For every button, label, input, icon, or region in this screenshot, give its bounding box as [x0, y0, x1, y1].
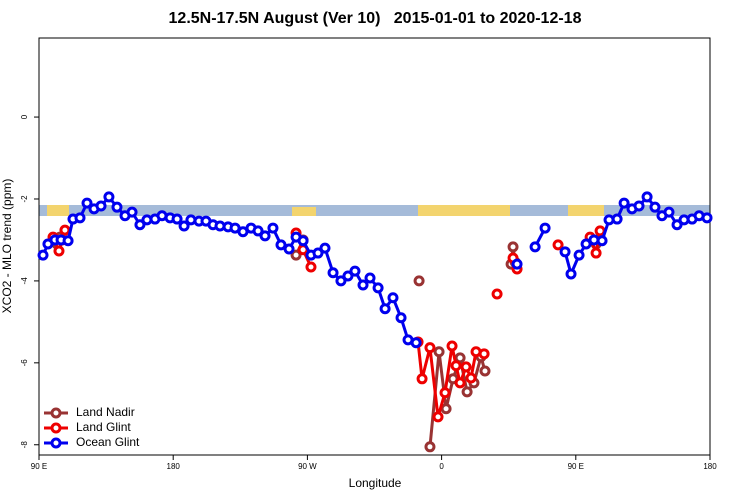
x-tick-label: 90 W — [298, 462, 317, 471]
point — [573, 249, 585, 261]
point — [446, 340, 458, 352]
point — [461, 386, 473, 398]
legend-marker — [50, 437, 62, 449]
point — [395, 312, 407, 324]
point — [491, 288, 503, 300]
legend-label: Ocean Glint — [76, 435, 140, 449]
point — [552, 239, 564, 251]
point — [81, 197, 93, 209]
point — [275, 239, 287, 251]
point — [478, 348, 490, 360]
point — [633, 200, 645, 212]
point — [59, 224, 71, 236]
point — [433, 346, 445, 358]
plot-frame — [38, 37, 711, 456]
point — [305, 261, 317, 273]
legend-marker — [50, 407, 62, 419]
point — [134, 219, 146, 231]
point — [539, 222, 551, 234]
point — [432, 411, 444, 423]
point — [416, 373, 428, 385]
y-tick-label: -4 — [20, 277, 29, 285]
legend-label: Land Glint — [76, 420, 131, 434]
chart-title: 12.5N-17.5N August (Ver 10) 2015-01-01 t… — [169, 10, 582, 27]
point — [663, 206, 675, 218]
point — [357, 279, 369, 291]
land-patch — [292, 207, 316, 216]
y-tick-label: 0 — [20, 114, 29, 119]
point — [479, 365, 491, 377]
x-tick-label: 180 — [703, 462, 717, 471]
point — [590, 247, 602, 259]
surface-band — [39, 205, 710, 216]
point — [312, 247, 324, 259]
point — [37, 249, 49, 261]
y-tick-label: -6 — [20, 359, 29, 367]
point — [252, 225, 264, 237]
point — [259, 230, 271, 242]
point — [454, 352, 466, 364]
y-axis-label: XCO2 - MLO trend (ppm) — [0, 179, 14, 314]
land-patch — [568, 205, 604, 216]
point — [95, 200, 107, 212]
point — [379, 303, 391, 315]
point — [74, 212, 86, 224]
point — [671, 219, 683, 231]
point — [424, 342, 436, 354]
point — [342, 270, 354, 282]
point — [413, 275, 425, 287]
point — [507, 241, 519, 253]
point — [297, 235, 309, 247]
x-axis-label: Longitude — [349, 476, 402, 490]
point — [349, 265, 361, 277]
point — [618, 197, 630, 209]
point — [424, 441, 436, 453]
point — [460, 361, 472, 373]
point — [171, 213, 183, 225]
point — [387, 292, 399, 304]
point — [178, 220, 190, 232]
point — [267, 222, 279, 234]
point — [641, 191, 653, 203]
point — [103, 191, 115, 203]
point — [62, 235, 74, 247]
point — [440, 403, 452, 415]
point — [649, 201, 661, 213]
point — [559, 246, 571, 258]
point — [283, 243, 295, 255]
ocean-band — [39, 205, 710, 216]
land-patch — [418, 205, 510, 216]
point — [410, 337, 422, 349]
point — [596, 235, 608, 247]
point — [701, 212, 713, 224]
land-patch — [47, 205, 69, 216]
point — [511, 258, 523, 270]
point — [53, 245, 65, 257]
point — [439, 387, 451, 399]
point — [290, 249, 302, 261]
y-tick-label: -8 — [20, 441, 29, 449]
point — [580, 238, 592, 250]
point — [454, 377, 466, 389]
point — [319, 242, 331, 254]
x-tick-label: 90 E — [31, 462, 47, 471]
point — [529, 241, 541, 253]
point — [126, 206, 138, 218]
x-tick-label: 90 E — [568, 462, 584, 471]
y-tick-label: -2 — [20, 195, 29, 203]
point — [611, 213, 623, 225]
x-tick-label: 180 — [167, 462, 181, 471]
legend-marker — [50, 422, 62, 434]
point — [465, 372, 477, 384]
point — [111, 201, 123, 213]
point — [335, 275, 347, 287]
point — [372, 282, 384, 294]
point — [364, 272, 376, 284]
point — [565, 268, 577, 280]
legend-label: Land Nadir — [76, 405, 135, 419]
point — [327, 267, 339, 279]
point — [450, 360, 462, 372]
x-tick-label: 0 — [439, 462, 444, 471]
